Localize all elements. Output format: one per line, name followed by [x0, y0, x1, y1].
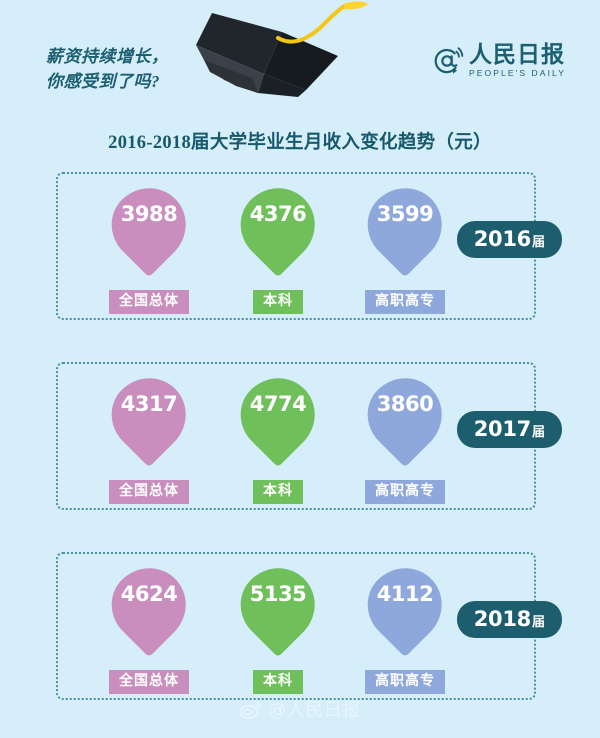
watermark-handle: @人民日报: [268, 700, 361, 721]
year-group-2018: 4624 全国总体 5135 本科 4112 高职高专 2018届: [56, 552, 562, 700]
pin-label: 全国总体: [109, 290, 189, 315]
pin-value: 4624: [120, 582, 178, 606]
pin-value: 4376: [249, 202, 307, 226]
map-pin-icon: 4376: [225, 172, 331, 284]
chart-title: 2016-2018届大学毕业生月收入变化趋势（元）: [108, 133, 492, 153]
year-suffix: 届: [531, 615, 545, 630]
year-group-2016: 3988 全国总体 4376 本科 3599 高职高专 2016届: [56, 172, 562, 320]
at-sign-icon: [434, 47, 464, 74]
pin-label: 本科: [253, 290, 303, 315]
graduation-cap-icon: [196, 1, 368, 97]
peoples-daily-logo: 人民日报 PEOPLE'S DAILY: [430, 44, 566, 78]
pin-label: 全国总体: [109, 480, 189, 505]
pin-label: 全国总体: [109, 670, 189, 695]
watermark: @人民日报: [0, 696, 600, 722]
pin-label: 本科: [253, 670, 303, 695]
pin-value: 4774: [249, 392, 307, 416]
data-point-2016-0: 3988 全国总体: [94, 172, 204, 315]
year-number: 2016: [473, 227, 532, 251]
year-group-2017: 4317 全国总体 4774 本科 3860 高职高专 2017届: [56, 362, 562, 510]
map-pin-icon: 3860: [352, 362, 458, 474]
pin-label: 本科: [253, 480, 303, 505]
pin-value: 4317: [120, 392, 178, 416]
data-point-2016-1: 4376 本科: [223, 172, 333, 315]
data-point-2017-1: 4774 本科: [223, 362, 333, 505]
year-badge-2017: 2017届: [456, 411, 562, 448]
data-point-2018-0: 4624 全国总体: [94, 552, 204, 695]
weibo-icon: [239, 700, 262, 719]
year-suffix: 届: [531, 235, 545, 250]
pin-value: 3988: [120, 202, 178, 226]
data-point-2016-2: 3599 高职高专: [350, 172, 460, 315]
map-pin-icon: 4624: [96, 552, 202, 664]
data-point-2017-2: 3860 高职高专: [350, 362, 460, 505]
year-badge-2016: 2016届: [456, 221, 562, 258]
map-pin-icon: 3988: [96, 172, 202, 284]
year-number: 2018: [473, 607, 532, 631]
pin-label: 高职高专: [365, 670, 445, 695]
logo-name-en: PEOPLE'S DAILY: [468, 68, 566, 79]
map-pin-icon: 4112: [352, 552, 458, 664]
map-pin-icon: 4317: [96, 362, 202, 474]
pin-value: 4112: [376, 582, 434, 606]
data-point-2017-0: 4317 全国总体: [94, 362, 204, 505]
headline-text: 薪资持续增长， 你感受到了吗?: [46, 47, 169, 91]
map-pin-icon: 5135: [225, 552, 331, 664]
year-suffix: 届: [531, 425, 545, 440]
pin-value: 3599: [376, 202, 434, 226]
pin-value: 3860: [376, 392, 434, 416]
pin-value: 5135: [249, 582, 307, 606]
year-badge-2018: 2018届: [456, 601, 562, 638]
map-pin-icon: 3599: [352, 172, 458, 284]
data-point-2018-2: 4112 高职高专: [350, 552, 460, 695]
year-number: 2017: [473, 417, 532, 441]
pin-label: 高职高专: [365, 290, 445, 315]
pin-label: 高职高专: [365, 480, 445, 505]
map-pin-icon: 4774: [225, 362, 331, 474]
data-point-2018-1: 5135 本科: [223, 552, 333, 695]
logo-name-cn: 人民日报: [468, 42, 565, 69]
